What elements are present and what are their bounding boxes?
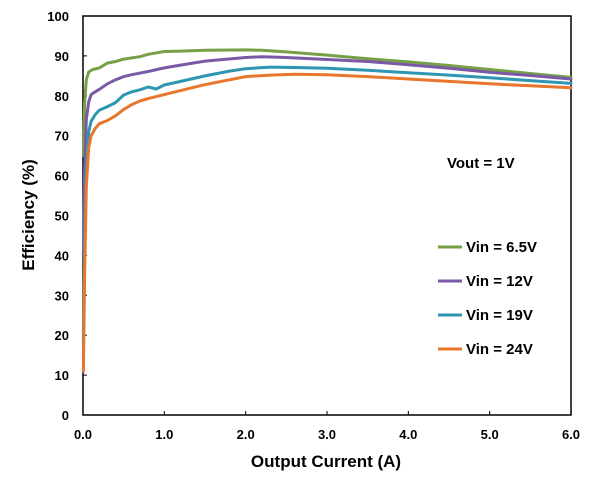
legend-label: Vin = 6.5V — [466, 239, 537, 256]
y-axis-title: Efficiency (%) — [19, 159, 38, 270]
y-tick-label: 80 — [55, 89, 69, 104]
annotation-vout: Vout = 1V — [447, 155, 515, 172]
x-axis-title: Output Current (A) — [251, 452, 401, 471]
y-tick-label: 60 — [55, 169, 69, 184]
x-axis-ticks: 0.0 1.0 2.0 3.0 4.0 5.0 6.0 — [74, 411, 580, 442]
x-tick-label: 3.0 — [318, 427, 336, 442]
series-line-vin-24v — [81, 72, 573, 373]
x-tick-label: 2.0 — [237, 427, 255, 442]
x-tick-label: 5.0 — [481, 427, 499, 442]
x-tick-label: 0.0 — [74, 427, 92, 442]
y-tick-label: 100 — [47, 9, 69, 24]
legend-label: Vin = 24V — [466, 341, 533, 358]
y-tick-label: 20 — [55, 328, 69, 343]
legend: Vin = 6.5V Vin = 12V Vin = 19V Vin = 24V — [438, 239, 537, 358]
y-tick-label: 10 — [55, 368, 69, 383]
legend-label: Vin = 12V — [466, 273, 533, 290]
y-tick-label: 40 — [55, 248, 69, 263]
x-tick-label: 1.0 — [155, 427, 173, 442]
series-line-vin-12v — [81, 55, 573, 257]
series-line-vin-19v — [81, 65, 573, 345]
series-line-vin-6-5v — [81, 48, 573, 158]
x-tick-label: 6.0 — [562, 427, 580, 442]
y-tick-label: 70 — [55, 129, 69, 144]
y-axis-ticks: 0 10 20 30 40 50 60 70 80 90 100 — [47, 9, 87, 423]
y-tick-label: 90 — [55, 49, 69, 64]
x-tick-label: 4.0 — [399, 427, 417, 442]
series-lines — [81, 48, 573, 373]
y-tick-label: 0 — [62, 408, 69, 423]
y-tick-label: 30 — [55, 288, 69, 303]
y-tick-label: 50 — [55, 209, 69, 224]
legend-label: Vin = 19V — [466, 307, 533, 324]
